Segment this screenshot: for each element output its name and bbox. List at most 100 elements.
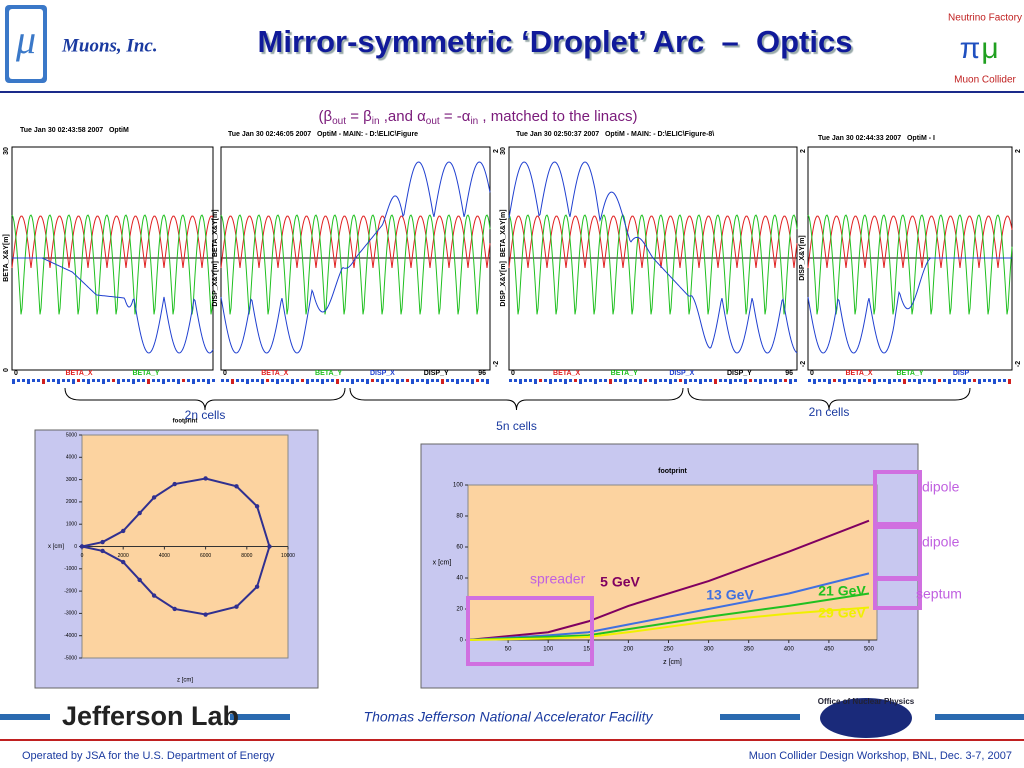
x-tick-label: 0	[14, 370, 18, 377]
lattice-element	[251, 379, 254, 382]
lattice-element	[142, 379, 145, 382]
lattice-element	[177, 379, 180, 384]
lattice-element	[231, 379, 234, 384]
lattice-element	[481, 379, 484, 382]
lattice-element	[714, 379, 717, 384]
axis-label: BETA_X&Y[m]	[3, 234, 10, 282]
logo-symbol: μ	[15, 17, 36, 62]
lattice-element	[828, 379, 831, 384]
footer-bar	[0, 714, 50, 720]
lattice-element	[456, 379, 459, 384]
plot-area	[467, 484, 878, 641]
beta-x-curve	[11, 215, 214, 269]
lattice-element	[401, 379, 404, 382]
data-point	[172, 481, 177, 487]
lattice-element	[281, 379, 284, 382]
data-line	[467, 572, 870, 641]
annotation: septum	[916, 586, 962, 602]
legend-entry: BETA_Y	[896, 370, 923, 377]
data-point	[254, 504, 260, 509]
subtitle: (βout = βin ,and αout = -αin , matched t…	[319, 108, 638, 127]
lattice-element	[376, 379, 379, 382]
tick-label: 0	[3, 368, 10, 372]
x-tick-label: 450	[824, 647, 835, 653]
disp-curve	[807, 257, 1012, 354]
y-tick-label: -4000	[64, 633, 77, 639]
lattice-element	[639, 379, 642, 384]
legend-entry: BETA_X	[261, 370, 288, 377]
lattice-element	[888, 379, 891, 384]
lattice-element	[838, 379, 841, 382]
lattice-element	[689, 379, 692, 382]
series-label: 29 GeV	[818, 605, 866, 621]
lattice-element	[858, 379, 861, 384]
lattice-element	[923, 379, 926, 382]
lattice-element	[604, 379, 607, 382]
subtitle-part: out	[426, 116, 440, 127]
lattice-element	[122, 379, 125, 382]
tick-label: 30	[500, 147, 507, 155]
lattice-element	[137, 379, 140, 382]
x-tick-label: 100	[543, 647, 554, 653]
lattice-element	[17, 379, 20, 382]
lattice-element	[818, 379, 821, 382]
data-point	[234, 604, 239, 609]
lattice-element	[739, 379, 742, 382]
legend-entry: BETA_X	[65, 370, 92, 377]
y-tick-label: 40	[456, 576, 463, 582]
lattice-element	[306, 379, 309, 384]
lattice-element	[152, 379, 155, 382]
y-tick-label: 60	[456, 545, 463, 551]
lattice-element	[286, 379, 289, 382]
footer-bar	[720, 714, 800, 720]
x-tick-label: 150	[583, 647, 594, 653]
badge-mu: μ	[981, 32, 998, 65]
lattice-element	[978, 379, 981, 384]
x-tick-label: 8000	[241, 553, 252, 559]
lattice-element	[898, 379, 901, 382]
lattice-element	[943, 379, 946, 382]
beta-y-curve	[807, 214, 1013, 315]
lattice-element	[993, 379, 996, 384]
lattice-element	[57, 379, 60, 384]
lattice-element	[699, 379, 702, 384]
lattice-element	[246, 379, 249, 384]
disp-curve	[220, 161, 491, 354]
y-tick-label: 2000	[66, 499, 77, 505]
x-tick-label: 0	[223, 370, 227, 377]
lattice-element	[132, 379, 135, 384]
lattice-element	[381, 379, 384, 384]
tick-label: -2	[1015, 361, 1022, 367]
lattice-element	[396, 379, 399, 384]
lattice-element	[1008, 379, 1011, 384]
data-point	[137, 510, 142, 516]
subtitle-part: ,and α	[380, 108, 427, 125]
lattice-element	[226, 379, 229, 382]
data-point	[234, 484, 239, 489]
y-tick-label: 0	[74, 544, 77, 550]
annotation: dipole	[922, 479, 960, 495]
lattice-element	[609, 379, 612, 384]
doe-text: Office of Nuclear Physics	[818, 697, 915, 706]
lattice-element	[296, 379, 299, 382]
doe-logo	[820, 698, 912, 738]
lattice-element	[356, 379, 359, 382]
lattice-element	[664, 379, 667, 382]
lattice-element	[669, 379, 672, 384]
lattice-element	[624, 379, 627, 384]
lattice-element	[719, 379, 722, 382]
lattice-element	[968, 379, 971, 382]
y-tick-label: -1000	[64, 566, 77, 572]
data-point	[151, 495, 157, 500]
lattice-element	[913, 379, 916, 382]
subtitle-part: in	[372, 116, 380, 127]
x-tick-label: 2000	[118, 553, 129, 559]
lattice-element	[336, 379, 339, 384]
lattice-element	[574, 379, 577, 382]
x-tick-label: 10000	[281, 553, 295, 559]
lattice-element	[87, 379, 90, 384]
lattice-element	[674, 379, 677, 382]
x-axis-label: z [cm]	[663, 659, 682, 666]
lattice-element	[207, 379, 210, 384]
lattice-element	[421, 379, 424, 382]
